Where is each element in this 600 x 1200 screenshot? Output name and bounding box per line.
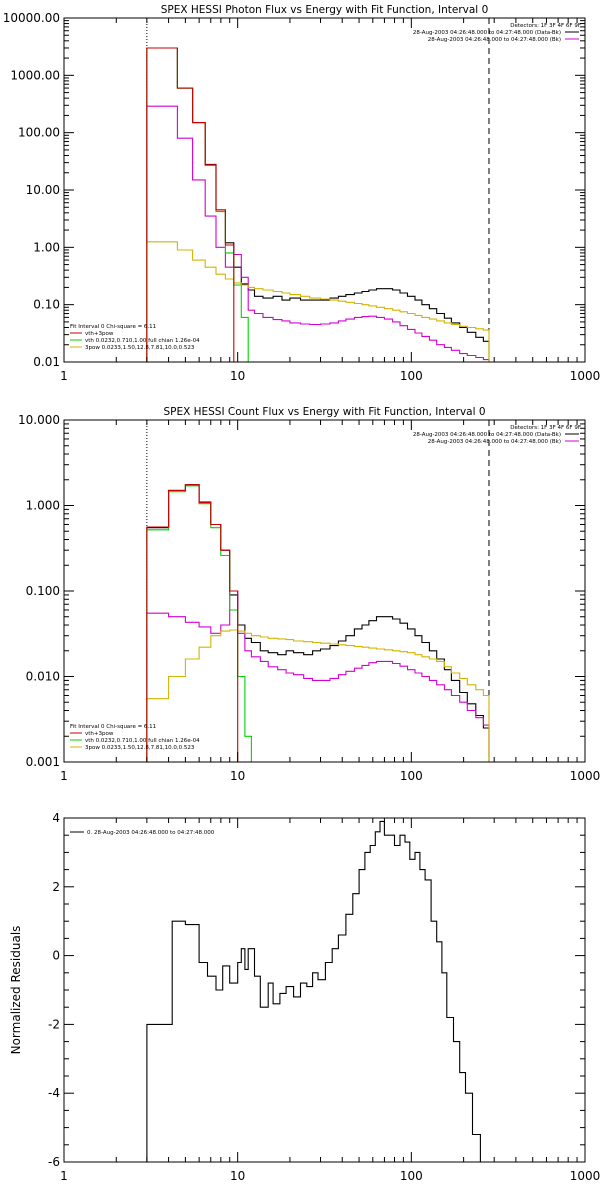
x-tick-label: 1 [60,369,68,383]
y-axis-label: Normalized Residuals [9,926,23,1055]
chart-title: SPEX HESSI Count Flux vs Energy with Fit… [163,406,485,418]
plot-area [146,420,490,762]
series-3pow [146,629,490,762]
y-tick-label: 10.00 [26,183,60,197]
x-tick-label: 10 [230,769,245,783]
residuals-panel: 1 10 100 1000 -6 -4 -2 0 2 4 Normalized Residuals 0… [9,811,600,1183]
legend-entry-3pow: 3pow 0.0233,1.50,12.8,7.81,10.0,0.523 [85,345,195,351]
y-tick-label: 10000.00 [3,11,60,25]
y-tick-label: 0.10 [33,298,60,312]
legend-entry-vth: vth 0.0232,0.710,1.00 full chian 1.26e-0… [85,338,200,344]
y-tick-label: 1000.00 [10,68,60,82]
legend-detectors: Detectors: 1F 3F 4F 6F 9F [510,23,581,29]
y-tick-label: 0.100 [26,584,60,598]
legend-bk-interval: 28-Aug-2003 04:26:48.000 to 04:27:48.000… [428,37,561,43]
plot-area [146,820,488,1162]
legend-data-interval: 28-Aug-2003 04:26:48.000 to 04:27:48.000… [413,432,561,438]
series-data-bk [146,484,490,762]
x-tick-label: 100 [400,369,423,383]
legend-fit-info: Fit Interval 0 Chi-square = 6.11 [70,724,156,730]
legend-fit-info: Fit Interval 0 Chi-square = 6.11 [70,324,156,330]
y-tick-label: 0.01 [33,355,60,369]
x-tick-label: 10 [230,1169,245,1183]
y-tick-label: -6 [48,1155,60,1169]
legend-entry-vth+3pow: vth+3pow [85,331,114,337]
legend-detectors: Detectors: 1F 3F 4F 6F 9F [510,425,581,431]
x-tick-label: 100 [400,769,423,783]
x-tick-label: 10 [230,369,245,383]
x-tick-label: 1000 [570,769,600,783]
series-vth+3pow [146,484,239,762]
y-tick-label: -2 [48,1017,60,1031]
photon-flux-panel: SPEX HESSI Photon Flux vs Energy with Fi… [3,4,600,383]
legend-entry-vth+3pow: vth+3pow [85,731,114,737]
y-tick-label: 1.000 [26,499,60,513]
y-tick-label: 0.001 [26,755,60,769]
x-tick-label: 1000 [570,369,600,383]
series-vth+3pow [146,47,235,362]
chart-title: SPEX HESSI Photon Flux vs Energy with Fi… [161,4,489,16]
plot-frame [63,817,586,1163]
y-tick-label: 0.010 [26,670,60,684]
x-tick-label: 1000 [570,1169,600,1183]
legend-bk-interval: 28-Aug-2003 04:26:48.000 to 04:27:48.000… [428,439,561,445]
series-residuals [146,820,488,1162]
series-vth [146,47,252,362]
x-tick-label: 1 [60,769,68,783]
x-tick-label: 100 [400,1169,423,1183]
x-tick-label: 1 [60,1169,68,1183]
plot-frame [63,419,586,763]
y-tick-label: 100.00 [18,126,60,140]
y-tick-label: 4 [52,811,60,825]
legend-entry-3pow: 3pow 0.0233,1.50,12.8,7.81,10.0,0.523 [85,745,195,751]
count-flux-panel: SPEX HESSI Count Flux vs Energy with Fit… [18,406,600,783]
plot-area [146,18,490,362]
y-tick-label: 0 [52,949,60,963]
y-tick-label: 1.00 [33,240,60,254]
legend-residuals-interval: 0. 28-Aug-2003 04:26:48.000 to 04:27:48.… [87,830,215,836]
y-tick-label: 10.000 [18,413,60,427]
legend-entry-vth: vth 0.0232,0.710,1.00 full chian 1.26e-0… [85,738,200,744]
legend-data-interval: 28-Aug-2003 04:26:48.000 to 04:27:48.000… [413,30,561,36]
series-data-bk [146,47,490,362]
series-bk [146,105,490,362]
y-tick-label: 2 [52,880,60,894]
y-tick-label: -4 [48,1086,60,1100]
plot-frame [63,17,586,363]
series-bk [146,590,490,762]
